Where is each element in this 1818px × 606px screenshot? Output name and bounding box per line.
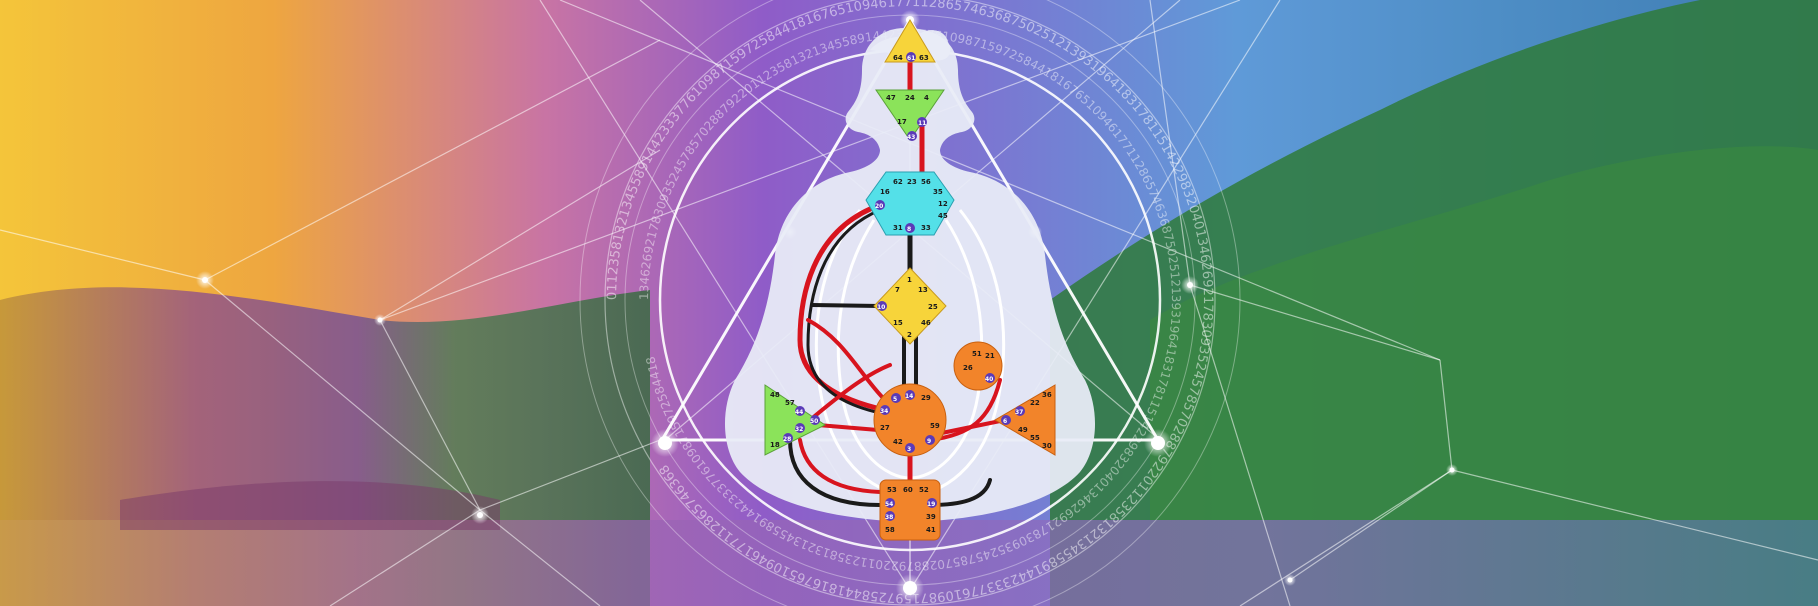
gate-19: 19 <box>927 501 935 508</box>
gate-40: 40 <box>985 376 993 383</box>
channel-37-40 <box>928 378 1002 442</box>
gate-2: 2 <box>907 331 912 339</box>
gate-54: 54 <box>885 501 893 508</box>
center-sacral: 5 14 29 34 27 59 42 3 9 <box>873 383 947 457</box>
gate-8: 8 <box>907 226 911 233</box>
gate-51: 51 <box>972 350 982 358</box>
gate-41: 41 <box>926 526 936 534</box>
gate-4: 4 <box>924 94 929 102</box>
center-g: 1 7 13 10 25 15 46 2 <box>873 267 947 345</box>
gate-39: 39 <box>926 513 936 521</box>
gate-63: 63 <box>919 54 929 62</box>
gate-17: 17 <box>897 118 907 126</box>
gate-50: 50 <box>810 418 818 425</box>
gate-30: 30 <box>1042 442 1052 450</box>
gate-58: 58 <box>885 526 895 534</box>
gate-55: 55 <box>1030 434 1040 442</box>
gate-18: 18 <box>770 441 780 449</box>
glow-nodes <box>196 10 1458 602</box>
center-head: 64 61 63 <box>884 19 936 63</box>
centers: 64 61 63 47 24 4 17 43 11 62 23 56 16 35… <box>764 19 1056 541</box>
gate-7: 7 <box>895 286 900 294</box>
gate-15: 15 <box>893 319 903 327</box>
gate-21: 21 <box>985 352 995 360</box>
gate-43: 43 <box>907 134 915 141</box>
gate-23: 23 <box>907 178 917 186</box>
gate-9: 9 <box>927 438 931 445</box>
gate-44: 44 <box>795 409 803 416</box>
gate-33: 33 <box>921 224 931 232</box>
gate-47: 47 <box>886 94 896 102</box>
gate-6: 6 <box>1003 418 1007 425</box>
channel-57-34 <box>808 363 892 422</box>
center-ajna: 47 24 4 17 43 11 <box>875 89 945 141</box>
channel-20-34 <box>797 202 888 413</box>
gate-16: 16 <box>880 188 890 196</box>
gate-3: 3 <box>907 446 911 453</box>
gate-42: 42 <box>893 438 903 446</box>
gate-11: 11 <box>918 120 926 127</box>
gate-45: 45 <box>938 212 948 220</box>
gate-12: 12 <box>938 200 948 208</box>
gate-46: 46 <box>921 319 931 327</box>
gate-57: 57 <box>785 399 795 407</box>
gate-34: 34 <box>880 408 888 415</box>
gate-35: 35 <box>933 188 943 196</box>
gate-37: 37 <box>1015 409 1023 416</box>
channels <box>788 57 1007 507</box>
gate-22: 22 <box>1030 399 1040 407</box>
channel-50-27 <box>816 423 880 432</box>
gate-24: 24 <box>905 94 915 102</box>
gate-62: 62 <box>893 178 903 186</box>
gate-59: 59 <box>930 422 940 430</box>
gate-14: 14 <box>905 393 913 400</box>
center-throat: 62 23 56 16 35 20 12 45 31 8 33 <box>865 171 955 236</box>
gate-28: 28 <box>783 436 791 443</box>
gate-60: 60 <box>903 486 913 494</box>
gate-31: 31 <box>893 224 903 232</box>
gate-56: 56 <box>921 178 931 186</box>
gate-52: 52 <box>919 486 929 494</box>
gate-29: 29 <box>921 394 931 402</box>
gate-20: 20 <box>875 203 883 210</box>
gate-64: 64 <box>893 54 903 62</box>
center-heart: 51 21 26 40 <box>953 341 1003 391</box>
gate-36: 36 <box>1042 391 1052 399</box>
gate-5: 5 <box>893 396 897 403</box>
channel-10-20 <box>810 303 882 308</box>
gate-32: 32 <box>795 426 803 433</box>
channel-28-38 <box>788 438 882 507</box>
gate-48: 48 <box>770 391 780 399</box>
channel-20-34-design <box>806 208 887 416</box>
gate-1: 1 <box>907 276 912 284</box>
center-solar-plexus: 36 22 37 6 49 55 30 <box>994 384 1056 456</box>
center-spleen: 48 57 44 50 32 28 18 <box>764 384 826 456</box>
gate-49: 49 <box>1018 426 1028 434</box>
gate-61: 61 <box>907 55 915 62</box>
gate-27: 27 <box>880 424 890 432</box>
gate-53: 53 <box>887 486 897 494</box>
gate-13: 13 <box>918 286 928 294</box>
gate-38: 38 <box>885 514 893 521</box>
gate-25: 25 <box>928 303 938 311</box>
channel-32-54 <box>798 438 882 494</box>
gate-10: 10 <box>877 304 885 311</box>
center-root: 53 60 52 54 19 38 39 58 41 <box>879 479 941 541</box>
channel-10-34 <box>806 318 887 402</box>
gate-26: 26 <box>963 364 973 372</box>
